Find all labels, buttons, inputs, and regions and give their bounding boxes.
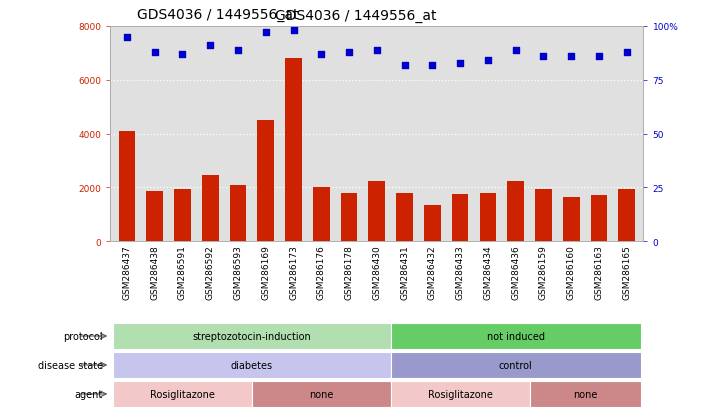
Point xyxy=(343,49,355,56)
Text: GDS4036 / 1449556_at: GDS4036 / 1449556_at xyxy=(137,8,299,21)
Point xyxy=(121,34,132,41)
Point xyxy=(593,54,604,60)
Bar xyxy=(119,131,135,242)
Bar xyxy=(619,189,635,242)
Bar xyxy=(591,196,607,242)
Point xyxy=(260,30,272,37)
Bar xyxy=(341,193,358,242)
Bar xyxy=(202,176,218,242)
Point xyxy=(399,62,410,69)
Point xyxy=(482,58,493,64)
Bar xyxy=(313,188,330,242)
Text: none: none xyxy=(309,389,333,399)
Bar xyxy=(535,189,552,242)
Point xyxy=(205,43,216,50)
Point xyxy=(371,47,383,54)
Bar xyxy=(257,121,274,242)
Bar xyxy=(230,185,246,242)
Bar xyxy=(480,193,496,242)
Bar xyxy=(530,381,641,407)
Bar xyxy=(113,381,252,407)
Bar xyxy=(113,352,391,378)
Bar xyxy=(146,192,163,242)
Point xyxy=(177,52,188,58)
Point xyxy=(427,62,438,69)
Point xyxy=(538,54,549,60)
Text: GDS4036 / 1449556_at: GDS4036 / 1449556_at xyxy=(274,9,437,23)
Point xyxy=(232,47,244,54)
Text: not induced: not induced xyxy=(487,331,545,341)
Bar xyxy=(285,59,302,242)
Point xyxy=(621,49,633,56)
Bar xyxy=(113,323,391,349)
Point xyxy=(149,49,160,56)
Text: protocol: protocol xyxy=(63,331,103,341)
Text: Rosiglitazone: Rosiglitazone xyxy=(150,389,215,399)
Bar xyxy=(391,352,641,378)
Bar xyxy=(396,193,413,242)
Bar xyxy=(391,323,641,349)
Bar xyxy=(252,381,391,407)
Text: agent: agent xyxy=(75,389,103,399)
Bar xyxy=(424,205,441,242)
Bar xyxy=(368,181,385,242)
Bar xyxy=(563,197,579,242)
Bar xyxy=(451,195,469,242)
Point xyxy=(454,60,466,66)
Text: control: control xyxy=(499,360,533,370)
Text: diabetes: diabetes xyxy=(231,360,273,370)
Bar xyxy=(391,381,530,407)
Text: disease state: disease state xyxy=(38,360,103,370)
Point xyxy=(565,54,577,60)
Bar xyxy=(508,181,524,242)
Bar xyxy=(174,189,191,242)
Text: none: none xyxy=(573,389,597,399)
Point xyxy=(288,28,299,34)
Point xyxy=(510,47,521,54)
Text: streptozotocin-induction: streptozotocin-induction xyxy=(193,331,311,341)
Point xyxy=(316,52,327,58)
Text: Rosiglitazone: Rosiglitazone xyxy=(428,389,493,399)
